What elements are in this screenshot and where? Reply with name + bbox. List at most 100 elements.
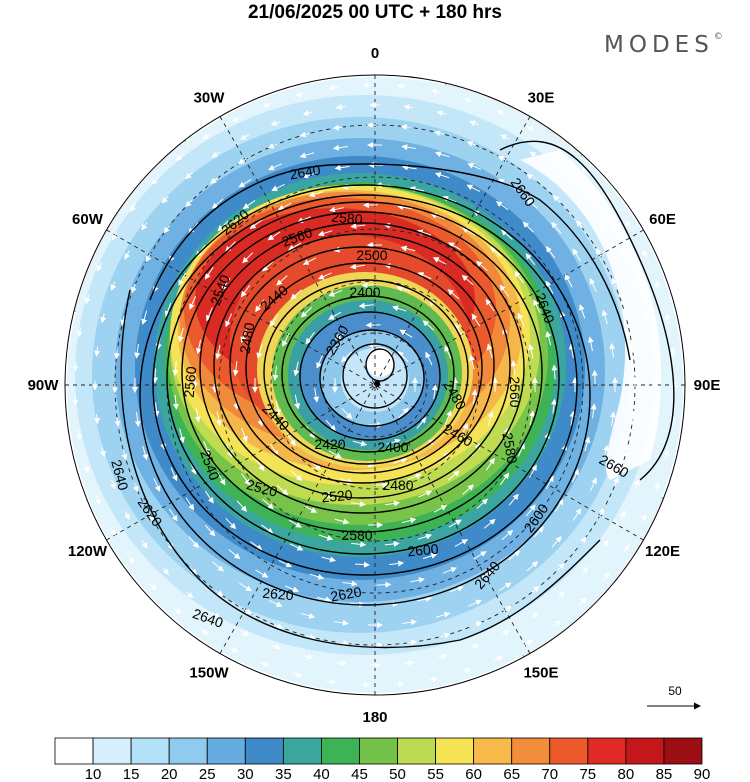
colorbar-swatch: [206, 737, 246, 765]
wind-vector: [211, 151, 220, 158]
wind-vector: [418, 490, 433, 498]
wind-vector: [533, 526, 544, 538]
wind-vector: [152, 368, 159, 384]
wind-vector: [525, 253, 536, 266]
wind-vector: [255, 458, 265, 472]
wind-vector: [232, 361, 239, 377]
wind-vector: [495, 201, 509, 211]
wind-vector: [499, 284, 509, 297]
colorbar-tick-label: 90: [694, 766, 711, 782]
wind-vector: [267, 142, 278, 149]
wind-vector: [84, 294, 91, 305]
contour-label: 2580: [499, 431, 520, 465]
wind-vector: [644, 312, 650, 323]
contour-2440: [281, 295, 455, 453]
lat-circle-50: [166, 176, 584, 594]
wind-vector: [400, 123, 411, 130]
contour-label-group: 2500: [356, 247, 387, 263]
wind-vector: [467, 163, 482, 171]
wind-vector: [514, 270, 524, 284]
wind-vector: [142, 445, 149, 461]
wind-vector: [531, 586, 540, 593]
wind-vector: [151, 177, 159, 185]
brand-name: MODES: [604, 32, 714, 58]
wind-vector: [242, 200, 256, 209]
wind-vector: [643, 446, 650, 457]
wind-vector: [389, 560, 405, 567]
colorbar: 10 15 20 25 30 35 40 45 50 55 60 65 70 75 80 85 90: [54, 737, 711, 782]
wind-vector: [433, 505, 448, 513]
wind-vector: [341, 183, 357, 190]
wind-vector: [256, 344, 263, 359]
colorbar-tick-label: 15: [123, 766, 140, 782]
wind-vector: [212, 561, 224, 572]
copyright-mark: ©: [713, 32, 723, 42]
wind-vector: [317, 230, 333, 237]
wind-vector: [328, 450, 342, 459]
colorbar-tick-label: 45: [351, 766, 368, 782]
wind-vector: [173, 607, 182, 615]
wind-vector: [447, 289, 460, 300]
wind-vector: [255, 569, 269, 578]
wind-vector: [302, 172, 317, 179]
wind-vector: [261, 524, 274, 534]
wind-vector: [110, 526, 116, 536]
wind-vector: [576, 220, 583, 229]
wind-vector: [194, 407, 201, 423]
wind-vector: [215, 344, 222, 360]
wind-vector: [634, 280, 640, 291]
wind-vector: [432, 257, 447, 265]
wind-vector: [401, 517, 417, 524]
wind-vector: [565, 273, 573, 288]
colorbar-swatch: [435, 737, 475, 765]
wind-vector: [100, 313, 107, 324]
wind-vector: [431, 384, 438, 400]
wind-vector: [361, 282, 377, 289]
colorbar-swatch: [549, 737, 589, 765]
wind-vector: [271, 643, 281, 650]
wind-vector: [168, 508, 178, 522]
wind-vector: [217, 220, 229, 232]
wind-vector: [434, 172, 450, 179]
wind-vector: [300, 306, 313, 318]
wind-vector: [580, 195, 588, 204]
colorbar-swatch: [130, 737, 170, 765]
wind-vector: [211, 612, 221, 619]
wind-vector: [589, 477, 597, 492]
wind-vector: [299, 152, 315, 159]
wind-vector: [299, 131, 310, 138]
wind-vector: [461, 274, 474, 286]
contour-2500: [229, 246, 495, 484]
wind-vector: [276, 484, 289, 496]
wind-vector: [397, 351, 409, 363]
contour-label: 2400: [377, 439, 408, 455]
wind-vector: [350, 501, 366, 508]
wind-vector: [130, 203, 137, 212]
contour-label: 2600: [407, 541, 440, 560]
wind-vector: [604, 192, 612, 201]
wind-vector: [554, 498, 564, 512]
contour-2520: [213, 233, 511, 499]
wind-vector: [397, 407, 409, 419]
wind-vector: [267, 231, 281, 241]
wind-vector: [401, 164, 417, 171]
wind-vector: [302, 110, 313, 116]
wind-vector: [121, 450, 128, 461]
wind-vector: [277, 202, 292, 211]
wind-vector: [417, 596, 432, 602]
wind-vector: [460, 423, 468, 437]
contour-label: 2620: [262, 585, 295, 604]
wind-vector: [440, 632, 451, 639]
colorbar-tick-label: 30: [237, 766, 254, 782]
colorbar-swatch: [244, 737, 284, 765]
wind-vector: [425, 351, 433, 366]
colorbar-swatch: [282, 737, 322, 765]
contour-2460: [263, 279, 469, 465]
wind-vector: [275, 400, 281, 416]
wind-vector: [288, 519, 302, 528]
wind-vector: [602, 572, 610, 581]
wind-vector: [428, 676, 439, 683]
wind-vector: [392, 305, 407, 312]
wind-vector: [308, 191, 324, 198]
